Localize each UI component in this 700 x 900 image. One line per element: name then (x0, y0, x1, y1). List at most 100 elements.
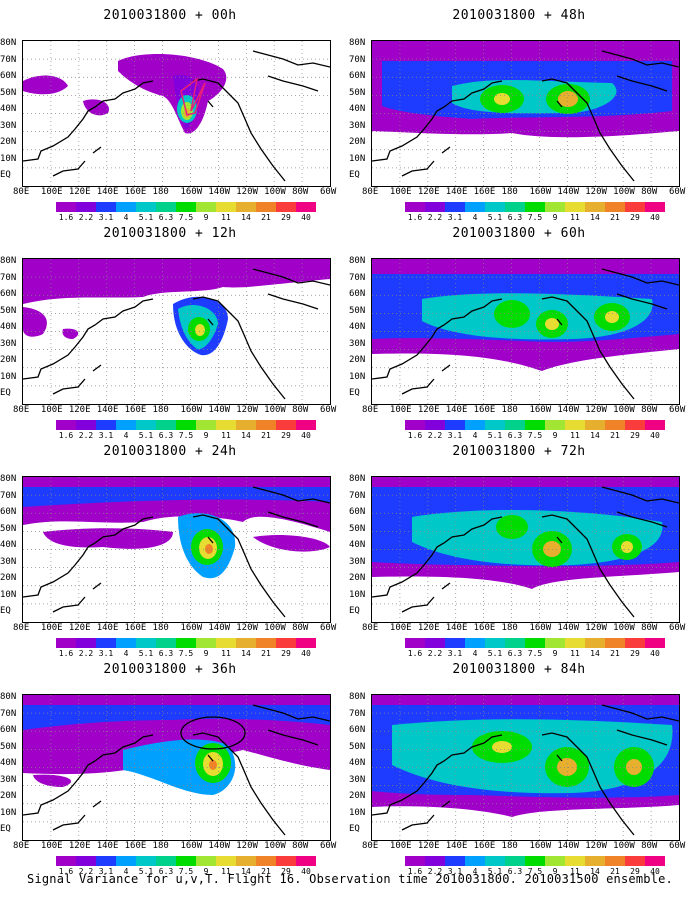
colorbar-level-label: 5.1 (487, 431, 503, 440)
panel-title: 2010031800 + 72h (452, 444, 586, 459)
colorbar-swatch (645, 202, 665, 212)
map-area (22, 476, 331, 623)
colorbar-level-label: 4 (472, 431, 478, 440)
latitude-label: 40N (0, 322, 17, 332)
colorbar-swatch (76, 202, 96, 212)
latitude-label: EQ (0, 170, 11, 180)
latitude-label: 80N (0, 474, 17, 484)
map-svg (23, 695, 330, 840)
colorbar-level-label: 1.6 (407, 649, 423, 658)
colorbar-level-label: 7.5 (527, 213, 543, 222)
longitude-label: 80E (13, 841, 30, 851)
latitude-label: EQ (349, 170, 360, 180)
map-area (22, 694, 331, 841)
colorbar-swatch (256, 420, 276, 430)
longitude-label: 160E (473, 841, 496, 851)
colorbar-swatch (236, 420, 256, 430)
colorbar-labels: 1.6 2.2 3.1 4 5.1 6.3 7.5 9 11 14 21 29 40 (405, 213, 665, 223)
variance-contour (452, 79, 617, 114)
map-svg (372, 41, 679, 186)
colorbar-level-label: 40 (301, 867, 311, 876)
colorbar-level-label: 11 (221, 649, 231, 658)
colorbar-swatch (216, 856, 236, 866)
latitude-label: 70N (349, 272, 366, 283)
latitude-label: 70N (0, 272, 17, 283)
flight-track (180, 77, 206, 116)
colorbar-swatch (525, 856, 545, 866)
latitude-label: 10N (349, 153, 366, 164)
colorbar-labels: 1.6 2.2 3.1 4 5.1 6.3 7.5 9 11 14 21 29 40 (405, 649, 665, 659)
colorbar-swatch (216, 638, 236, 648)
colorbar-level-label: 40 (301, 213, 311, 222)
colorbar-level-label: 9 (552, 867, 558, 876)
colorbar-swatch (625, 420, 645, 430)
longitude-label: 120E (417, 623, 440, 633)
colorbar-labels: 1.6 2.2 3.1 4 5.1 6.3 7.5 9 11 14 21 29 40 (56, 649, 316, 659)
longitude-label: 100E (389, 623, 412, 633)
coastline (372, 268, 679, 400)
colorbar-swatch (525, 202, 545, 212)
variance-contour (253, 535, 330, 552)
latitude-label: 60N (349, 71, 366, 81)
colorbar-swatch (405, 202, 425, 212)
colorbar-swatch (525, 638, 545, 648)
longitude-label: 180 (501, 405, 518, 415)
colorbar-level-label: 6.3 (158, 867, 174, 876)
colorbar-level-label: 14 (590, 213, 600, 222)
colorbar-level-label: 6.3 (507, 867, 523, 876)
latitude-label: 20N (0, 573, 17, 583)
colorbar-swatch (645, 856, 665, 866)
longitude-label: 180 (152, 405, 169, 415)
colorbar-swatch (545, 202, 565, 212)
figure-caption: Signal Variance for u,v,T. Flight 16. Ob… (27, 872, 673, 886)
longitude-label: 160E (124, 187, 147, 197)
map-svg (23, 259, 330, 404)
colorbar-level-label: 7.5 (527, 431, 543, 440)
colorbar-swatch (465, 856, 485, 866)
longitude-label: 60W (320, 405, 337, 415)
colorbar-swatch (76, 420, 96, 430)
latitude-label: 70N (349, 54, 366, 65)
colorbar-swatch (216, 202, 236, 212)
colorbar-swatch (196, 638, 216, 648)
colorbar-level-label: 40 (301, 649, 311, 658)
longitude-label: 60W (320, 187, 337, 197)
panel-title: 2010031800 + 36h (103, 662, 237, 677)
colorbar-level-label: 6.3 (158, 431, 174, 440)
colorbar-level-label: 29 (281, 213, 291, 222)
colorbar-swatch (565, 856, 585, 866)
colorbar-swatch (505, 856, 525, 866)
longitude-label: 140E (96, 841, 119, 851)
colorbar-level-label: 11 (221, 867, 231, 876)
latitude-label: 60N (0, 289, 17, 299)
colorbar-swatch (156, 420, 176, 430)
latitude-label: 30N (349, 120, 366, 131)
variance-contour (558, 91, 578, 107)
longitude-label: 80W (641, 841, 658, 851)
colorbar-swatch (136, 420, 156, 430)
colorbar-swatch (116, 202, 136, 212)
colorbar-level-label: 3.1 (98, 649, 114, 658)
colorbar (405, 638, 665, 648)
longitude-label: 140W (208, 405, 231, 415)
map-area (22, 40, 331, 187)
longitude-label: 60W (669, 187, 686, 197)
colorbar-swatch (425, 638, 445, 648)
latitude-label: 80N (349, 474, 366, 484)
longitude-label: 140W (208, 187, 231, 197)
colorbar-swatch (445, 420, 465, 430)
latitude-label: 50N (0, 741, 17, 752)
longitude-label: 180 (152, 187, 169, 197)
map-svg (372, 259, 679, 404)
colorbar-swatch (96, 202, 116, 212)
longitude-label: 140E (445, 841, 468, 851)
longitude-label: 80W (641, 187, 658, 197)
colorbar (56, 856, 316, 866)
colorbar-level-label: 4 (472, 213, 478, 222)
colorbar-swatch (625, 856, 645, 866)
colorbar-swatch (605, 856, 625, 866)
longitude-label: 80W (292, 623, 309, 633)
colorbar-level-label: 5.1 (138, 649, 154, 658)
colorbar-swatch (545, 420, 565, 430)
colorbar-swatch (176, 202, 196, 212)
